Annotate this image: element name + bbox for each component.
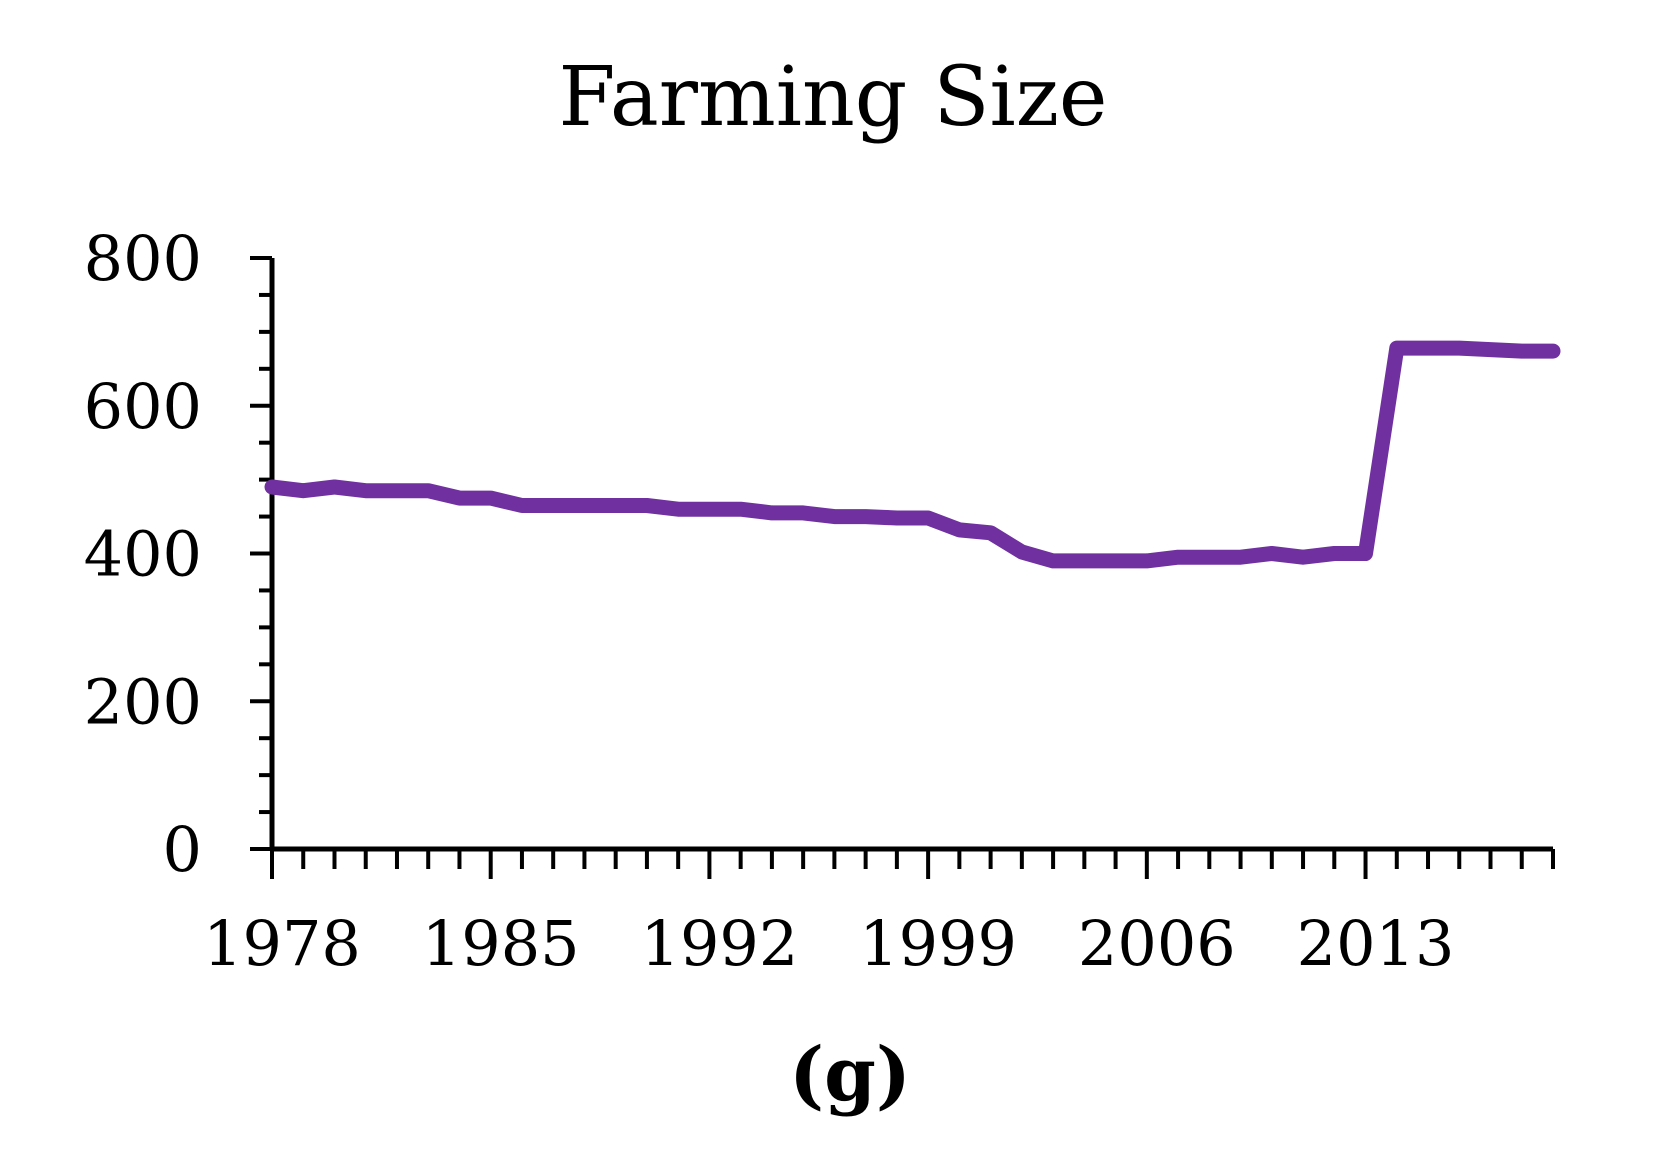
x-tick-label: 2013 <box>1297 907 1455 980</box>
x-tick-label: 1985 <box>422 907 580 980</box>
x-tick-label: 1992 <box>641 907 799 980</box>
y-tick-label: 200 <box>84 665 202 738</box>
y-tick-label: 600 <box>84 370 202 443</box>
x-axis-labels: 1978 1985 1992 1999 2006 2013 <box>203 907 1454 980</box>
y-tick-label: 400 <box>84 518 202 591</box>
y-tick-label: 800 <box>84 222 202 295</box>
x-axis-ticks <box>270 849 1555 879</box>
chart-caption: (g) <box>789 1032 911 1118</box>
series-line-farming-size <box>264 340 1561 569</box>
x-tick-label: 1978 <box>203 907 361 980</box>
y-axis-ticks <box>250 256 272 851</box>
chart-title: Farming Size <box>559 50 1108 145</box>
x-tick-label: 1999 <box>859 907 1017 980</box>
y-axis-labels: 0 200 400 600 800 <box>84 222 202 886</box>
y-tick-label: 0 <box>163 813 202 886</box>
x-tick-label: 2006 <box>1078 907 1236 980</box>
